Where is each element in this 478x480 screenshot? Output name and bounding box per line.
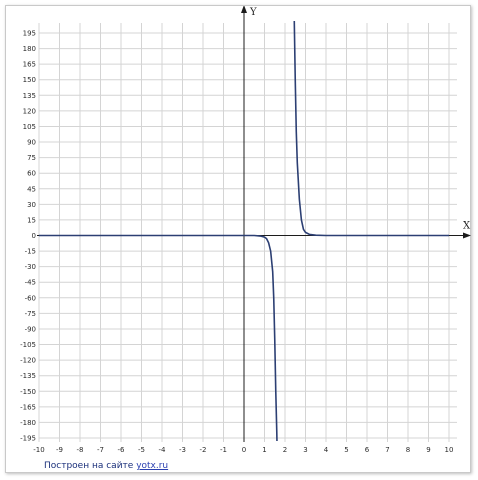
- footer-credit: Построен на сайте yotx.ru: [44, 461, 168, 471]
- x-tick-label: -7: [97, 446, 104, 454]
- x-tick-label: -10: [33, 446, 44, 454]
- site-link[interactable]: yotx.ru: [136, 461, 169, 471]
- x-tick-label: -6: [118, 446, 126, 454]
- x-axis-label: X: [463, 221, 471, 232]
- x-tick-label: 4: [324, 446, 329, 454]
- x-tick-label: 10: [445, 446, 454, 454]
- y-tick-label: -120: [20, 357, 36, 365]
- x-tick-label: 7: [385, 446, 389, 454]
- y-tick-label: -90: [25, 325, 36, 333]
- x-tick-label: 6: [365, 446, 370, 454]
- y-tick-label: 120: [23, 107, 36, 115]
- y-tick-label: 0: [32, 232, 36, 240]
- y-tick-label: -60: [25, 294, 36, 302]
- y-tick-label: 165: [23, 61, 36, 69]
- y-tick-label: -15: [25, 248, 36, 256]
- x-tick-label: -5: [138, 446, 145, 454]
- y-tick-label: 150: [23, 76, 36, 84]
- x-tick-label: -4: [159, 446, 167, 454]
- x-tick-label: 3: [303, 446, 307, 454]
- x-tick-label: -2: [200, 446, 207, 454]
- x-tick-label: 5: [344, 446, 348, 454]
- y-tick-label: 195: [23, 30, 36, 38]
- y-tick-label: -195: [20, 435, 36, 443]
- y-tick-label: 60: [27, 170, 36, 178]
- y-tick-label: -135: [20, 372, 36, 380]
- series-line-1: [39, 234, 278, 441]
- x-tick-labels: -10 -9 -8 -7 -6 -5 -4 -3 -2 -1 0 1 2 3 4 5 6 7 8 9 10: [33, 446, 453, 454]
- x-tick-label: 0: [242, 446, 246, 454]
- y-tick-label: -105: [20, 341, 36, 349]
- series-line-2: [293, 21, 449, 237]
- y-tick-label: 15: [27, 216, 36, 224]
- y-tick-label: 90: [27, 139, 36, 147]
- x-tick-label: 2: [283, 446, 287, 454]
- chart-frame: 195 180 165 150 135 120 105 90 75 60 45 30 15 0 -15 -30…: [5, 5, 471, 473]
- x-tick-label: 9: [426, 446, 430, 454]
- y-tick-labels: 1951801651501351201059075604530150-15-30…: [20, 30, 36, 443]
- x-tick-label: -1: [220, 446, 227, 454]
- grid: [38, 23, 457, 442]
- function-plot: 1951801651501351201059075604530150-15-30…: [20, 6, 471, 454]
- y-tick-label: 75: [27, 154, 36, 162]
- y-tick-label: -45: [25, 279, 36, 287]
- y-tick-label: -150: [20, 388, 36, 396]
- y-tick-label: -165: [20, 403, 36, 411]
- x-tick-label: -8: [77, 446, 84, 454]
- curves: [39, 21, 449, 441]
- y-axis-arrow-icon: [241, 6, 247, 13]
- x-tick-label: 1: [262, 446, 266, 454]
- footer-prefix: Построен на сайте: [44, 461, 137, 471]
- y-axis-label: Y: [249, 7, 257, 18]
- y-tick-label: 180: [23, 45, 36, 53]
- y-tick-label: -75: [25, 310, 36, 318]
- y-tick-label: 45: [27, 185, 36, 193]
- axes: XY: [37, 6, 471, 442]
- x-tick-label: -9: [56, 446, 63, 454]
- y-tick-label: 30: [27, 201, 36, 209]
- x-axis-arrow-icon: [463, 232, 471, 239]
- x-tick-label: 8: [406, 446, 410, 454]
- x-tick-label: -3: [179, 446, 186, 454]
- y-tick-label: -30: [25, 263, 36, 271]
- y-tick-label: 105: [23, 123, 36, 131]
- y-tick-label: -180: [20, 419, 36, 427]
- y-tick-label: 135: [23, 92, 36, 100]
